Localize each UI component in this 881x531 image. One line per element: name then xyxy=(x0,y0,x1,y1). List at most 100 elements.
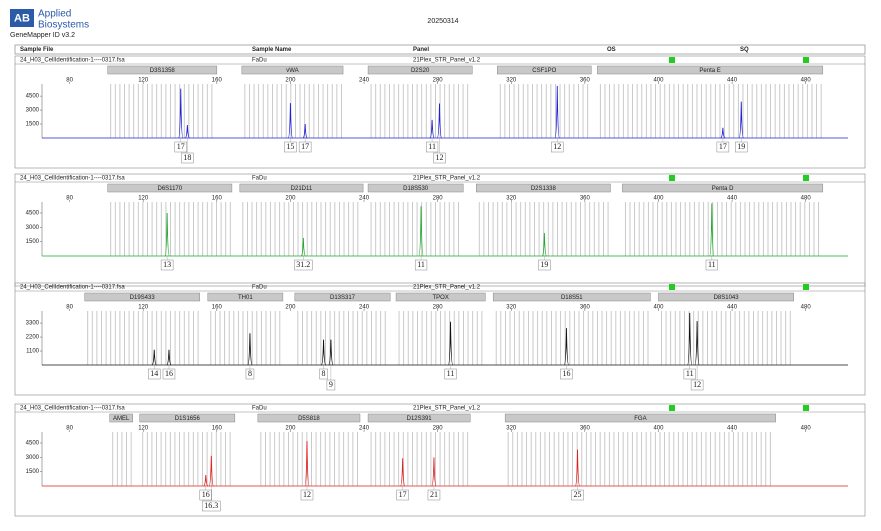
allele-box xyxy=(202,500,221,512)
marker-bar xyxy=(497,65,592,75)
panel-frame xyxy=(14,173,866,287)
x-tick-label: 240 xyxy=(359,196,370,202)
allele-label: 16.3 xyxy=(204,501,218,510)
peak xyxy=(328,339,334,366)
allele-box xyxy=(716,141,730,153)
peak xyxy=(166,349,172,366)
allele-label: 11 xyxy=(447,369,455,378)
allele-label: 8 xyxy=(322,369,326,378)
marker-name: TPOX xyxy=(433,295,449,301)
x-tick-label: 400 xyxy=(653,305,664,311)
allele-label: 8 xyxy=(248,369,252,378)
version: GeneMapper ID v3.2 xyxy=(10,32,75,39)
allele-label: 17 xyxy=(301,142,309,151)
marker-name: Penta E xyxy=(699,68,720,74)
marker-name: FGA xyxy=(634,416,646,422)
y-tick-label: 3300 xyxy=(26,321,40,327)
allele-label: 16 xyxy=(562,369,570,378)
marker-bar xyxy=(139,413,236,423)
y-tick-label: 1100 xyxy=(26,349,40,355)
x-tick-label: 120 xyxy=(138,196,149,202)
allele-box xyxy=(433,152,446,164)
marker-bar xyxy=(367,413,471,423)
y-tick-label: 4500 xyxy=(26,211,40,217)
x-tick-label: 120 xyxy=(138,305,149,311)
allele-box xyxy=(162,368,176,380)
marker-bar xyxy=(107,65,218,75)
x-tick-label: 240 xyxy=(359,305,370,311)
marker-name: D2S1338 xyxy=(531,186,557,192)
peak xyxy=(247,333,253,366)
x-tick-label: 280 xyxy=(433,305,444,311)
peak xyxy=(287,103,294,139)
allele-label: 17 xyxy=(399,490,407,499)
marker-name: D5S818 xyxy=(298,416,320,422)
panel-name: 21Plex_STR_Panel_v1.2 xyxy=(413,285,481,291)
sample-file: 24_H03_CellIdentification-1----0317.fsa xyxy=(20,176,125,182)
x-tick-label: 120 xyxy=(138,426,149,432)
x-tick-label: 360 xyxy=(580,78,591,84)
x-tick-label: 280 xyxy=(433,196,444,202)
peak xyxy=(687,312,693,366)
peak xyxy=(720,127,726,139)
brand: Applied xyxy=(38,9,71,20)
x-tick-label: 200 xyxy=(285,196,296,202)
peak xyxy=(429,119,435,139)
y-tick-label: 1500 xyxy=(26,469,40,475)
peak xyxy=(541,233,548,257)
x-tick-label: 480 xyxy=(801,196,812,202)
peak xyxy=(554,85,560,139)
marker-name: AMEL xyxy=(113,416,130,422)
marker-name: D13S317 xyxy=(330,295,356,301)
x-tick-label: 80 xyxy=(66,426,73,432)
allele-label: 11 xyxy=(417,260,425,269)
x-tick-label: 320 xyxy=(506,305,517,311)
marker-bar xyxy=(257,413,361,423)
allele-label: 19 xyxy=(737,142,745,151)
brand: Biosystems xyxy=(38,20,89,31)
marker-bar xyxy=(84,292,200,302)
y-tick-label: 1500 xyxy=(26,122,40,128)
allele-box xyxy=(571,489,584,501)
allele-box xyxy=(160,259,174,271)
allele-box xyxy=(444,368,457,380)
x-tick-label: 320 xyxy=(506,426,517,432)
y-tick-label: 3000 xyxy=(26,225,40,231)
panel-name: 21Plex_STR_Panel_v1.2 xyxy=(413,58,481,64)
x-tick-label: 480 xyxy=(801,305,812,311)
allele-box xyxy=(174,141,187,153)
allele-label: 14 xyxy=(150,369,158,378)
os-flag xyxy=(669,57,675,63)
peak xyxy=(151,349,157,366)
allele-box xyxy=(148,368,161,380)
marker-bar xyxy=(294,292,391,302)
sq-flag xyxy=(803,57,809,63)
peak xyxy=(418,206,424,257)
os-flag xyxy=(669,284,675,290)
x-tick-label: 240 xyxy=(359,78,370,84)
allele-label: 17 xyxy=(177,142,185,151)
peak xyxy=(304,441,310,487)
allele-label: 11 xyxy=(686,369,694,378)
sq-flag xyxy=(803,405,809,411)
logo-box xyxy=(10,9,34,27)
marker-bar xyxy=(367,65,473,75)
sample-name: FaDu xyxy=(252,58,267,64)
peak xyxy=(694,321,700,366)
x-tick-label: 360 xyxy=(580,305,591,311)
y-tick-label: 4500 xyxy=(26,441,40,447)
allele-label: 31.2 xyxy=(296,260,310,269)
marker-bar xyxy=(597,65,824,75)
x-tick-label: 480 xyxy=(801,78,812,84)
sample-name: FaDu xyxy=(252,176,267,182)
x-tick-label: 160 xyxy=(212,78,223,84)
peak xyxy=(320,339,327,366)
marker-bar xyxy=(658,292,794,302)
column-title: SQ xyxy=(740,47,749,53)
x-tick-label: 80 xyxy=(66,78,73,84)
marker-name: D18S530 xyxy=(403,186,429,192)
marker-bar xyxy=(109,413,133,423)
marker-name: vWA xyxy=(286,68,298,74)
allele-box xyxy=(326,379,336,391)
allele-box xyxy=(245,368,255,380)
